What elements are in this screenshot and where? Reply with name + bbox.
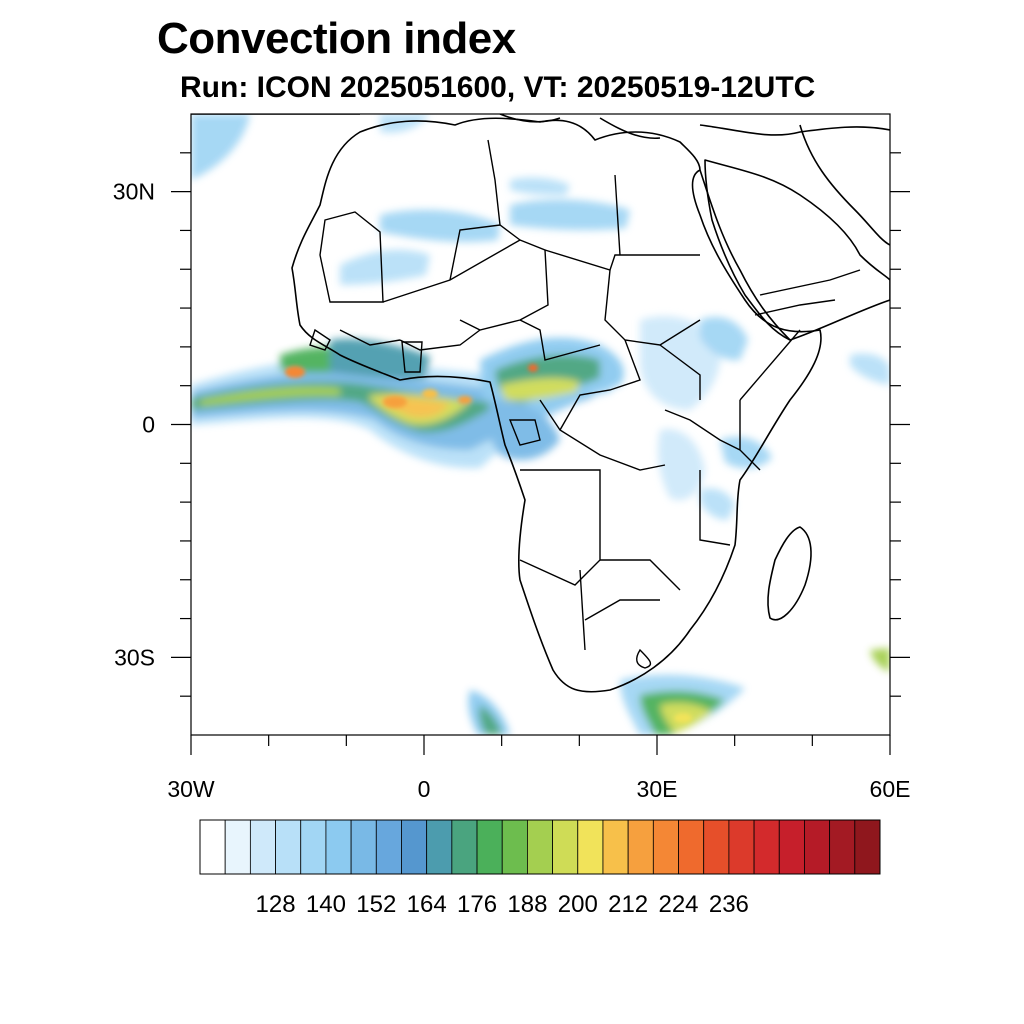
colorbar-swatch — [275, 819, 302, 875]
axis-ticks — [171, 152, 910, 755]
lat-tick-label: 30N — [113, 179, 155, 205]
lon-tick-label: 30W — [167, 776, 215, 802]
colorbar-swatch — [577, 819, 604, 875]
colorbar-swatch — [451, 819, 478, 875]
colorbar-swatch — [325, 819, 352, 875]
colorbar-swatch — [778, 819, 805, 875]
colorbar-label: 212 — [608, 891, 648, 918]
colorbar-swatch — [552, 819, 579, 875]
colorbar-swatch — [829, 819, 856, 875]
colorbar-label: 140 — [306, 891, 346, 918]
colorbar-swatch — [249, 819, 276, 875]
colorbar-label: 236 — [709, 891, 749, 918]
colorbar — [199, 819, 881, 875]
colorbar-labels: 128 140 152 164 176 188 200 212 224 236 — [256, 891, 749, 918]
colorbar-label: 200 — [558, 891, 598, 918]
axis-labels: 30N 0 30S 30W 0 30E 60E — [113, 179, 911, 802]
colorbar-swatch — [224, 819, 251, 875]
colorbar-label: 152 — [356, 891, 396, 918]
lat-tick-label: 0 — [142, 412, 155, 438]
colorbar-swatch — [199, 819, 226, 875]
colorbar-swatch — [501, 819, 528, 875]
lon-tick-label: 30E — [637, 776, 678, 802]
lon-tick-label: 0 — [418, 776, 431, 802]
colorbar-swatch — [476, 819, 503, 875]
colorbar-swatch — [627, 819, 654, 875]
colorbar-label: 164 — [407, 891, 447, 918]
colorbar-swatch — [703, 819, 730, 875]
colorbar-swatch — [678, 819, 705, 875]
colorbar-swatch — [300, 819, 327, 875]
lon-tick-label: 60E — [870, 776, 911, 802]
colorbar-label: 176 — [457, 891, 497, 918]
colorbar-label: 224 — [658, 891, 698, 918]
colorbar-swatch — [753, 819, 780, 875]
colorbar-swatch — [350, 819, 377, 875]
colorbar-swatch — [375, 819, 402, 875]
country-borders — [309, 139, 861, 669]
colorbar-frame — [199, 819, 881, 875]
coastlines — [191, 114, 890, 693]
colorbar-swatch — [401, 819, 428, 875]
colorbar-swatch — [602, 819, 629, 875]
colorbar-swatch — [652, 819, 679, 875]
convection-field — [191, 114, 890, 735]
colorbar-swatch — [527, 819, 553, 875]
colorbar-swatch — [854, 819, 881, 875]
chart-title: Convection index — [157, 14, 516, 63]
lat-tick-label: 30S — [114, 644, 155, 670]
colorbar-swatch — [804, 819, 831, 875]
colorbar-label: 188 — [507, 891, 547, 918]
chart-subtitle: Run: ICON 2025051600, VT: 20250519-12UTC — [180, 71, 816, 104]
colorbar-swatch — [426, 819, 453, 875]
colorbar-swatch — [728, 819, 755, 875]
colorbar-label: 128 — [256, 891, 296, 918]
